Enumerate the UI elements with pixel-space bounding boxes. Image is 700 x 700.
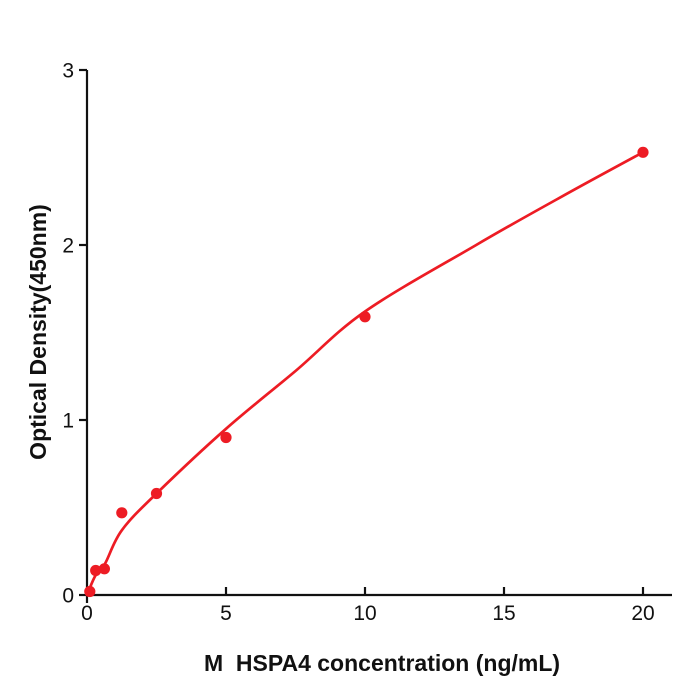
y-tick-label: 2: [62, 235, 74, 258]
data-point: [84, 585, 96, 598]
axes: [85, 70, 672, 603]
data-point: [98, 563, 110, 575]
y-tick-label: 1: [62, 410, 74, 433]
x-axis-ticks: [224, 587, 645, 595]
x-tick-label: 0: [81, 602, 93, 625]
x-tick-label: 15: [492, 602, 515, 625]
data-point: [359, 311, 371, 323]
x-tick-label: 10: [353, 602, 376, 625]
data-point: [90, 564, 102, 577]
x-tick-label: 20: [631, 602, 654, 625]
fit-curve-line: [85, 150, 645, 597]
y-tick-label: 0: [62, 585, 74, 608]
y-axis-ticks: [79, 68, 87, 597]
data-point: [637, 146, 649, 158]
data-point: [116, 507, 128, 519]
data-point: [150, 487, 163, 500]
x-axis-title: M HSPA4 concentration (ng/mL): [204, 650, 560, 676]
x-tick-label: 5: [220, 602, 232, 625]
y-tick-label: 3: [62, 60, 74, 83]
x-axis-tick-labels: 0 5 10 15 20: [81, 602, 655, 625]
y-axis-tick-labels: 0 1 2 3: [62, 60, 74, 608]
y-axis-title: Optical Density(450nm): [25, 204, 51, 460]
data-points: [84, 146, 649, 598]
data-point: [220, 431, 232, 444]
